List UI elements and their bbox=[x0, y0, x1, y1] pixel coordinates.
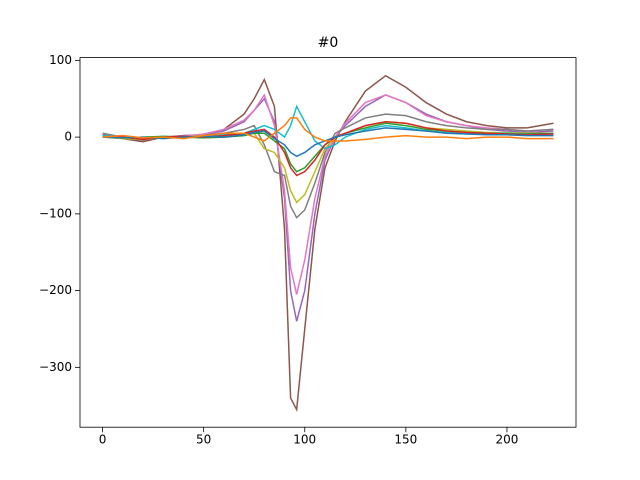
y-tick-label: 100 bbox=[49, 53, 72, 67]
y-tick-label: −300 bbox=[39, 360, 72, 374]
series-line bbox=[102, 93, 554, 295]
y-tick-label: −200 bbox=[39, 283, 72, 297]
x-tick-label: 200 bbox=[495, 433, 518, 447]
chart-title: #0 bbox=[318, 35, 339, 51]
plot-frame bbox=[79, 57, 577, 428]
y-tick-label: −100 bbox=[39, 206, 72, 220]
series-line bbox=[102, 117, 554, 142]
x-tick-label: 100 bbox=[293, 433, 316, 447]
x-tick-label: 0 bbox=[99, 433, 107, 447]
x-tick-label: 50 bbox=[196, 433, 211, 447]
x-tick-label: 150 bbox=[394, 433, 417, 447]
y-tick-label: 0 bbox=[64, 130, 72, 144]
